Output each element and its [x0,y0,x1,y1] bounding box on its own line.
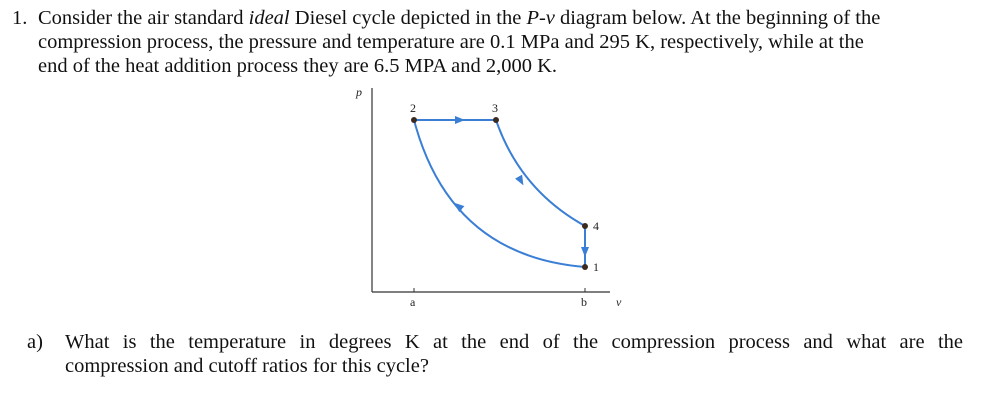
state-point-1 [582,264,588,270]
tick-label-b: b [581,295,587,309]
expansion-curve-3-4 [495,119,586,227]
compression-curve-1-2 [413,119,586,268]
label-point-3: 3 [492,101,498,115]
problem-line-2: compression process, the pressure and te… [38,31,864,53]
label-point-4: 4 [593,219,599,233]
question-a: a) What is the temperature in degrees K a… [27,330,963,378]
question-line-1: a) What is the temperature in degrees K a… [27,331,963,353]
problem-line-1: 1. Consider the air standard ideal Diesel… [12,7,881,29]
tick-label-a: a [410,295,416,309]
label-point-2: 2 [410,101,416,115]
problem-number: 1. [12,7,28,29]
x-axis-label: v [616,295,622,309]
problem-line-3: end of the heat addition process they ar… [38,55,558,77]
state-point-3 [493,117,499,123]
problem-statement: 1. Consider the air standard ideal Diesel… [12,6,962,78]
question-line-2: compression and cutoff ratios for this c… [65,355,429,377]
y-axis-label: p [355,85,362,99]
question-label: a) [27,331,43,353]
state-point-4 [582,223,588,229]
state-point-2 [411,117,417,123]
pv-diagram: p v a b 2 3 4 1 [355,85,622,309]
arrow-3-4 [515,174,524,186]
label-point-1: 1 [593,260,599,274]
